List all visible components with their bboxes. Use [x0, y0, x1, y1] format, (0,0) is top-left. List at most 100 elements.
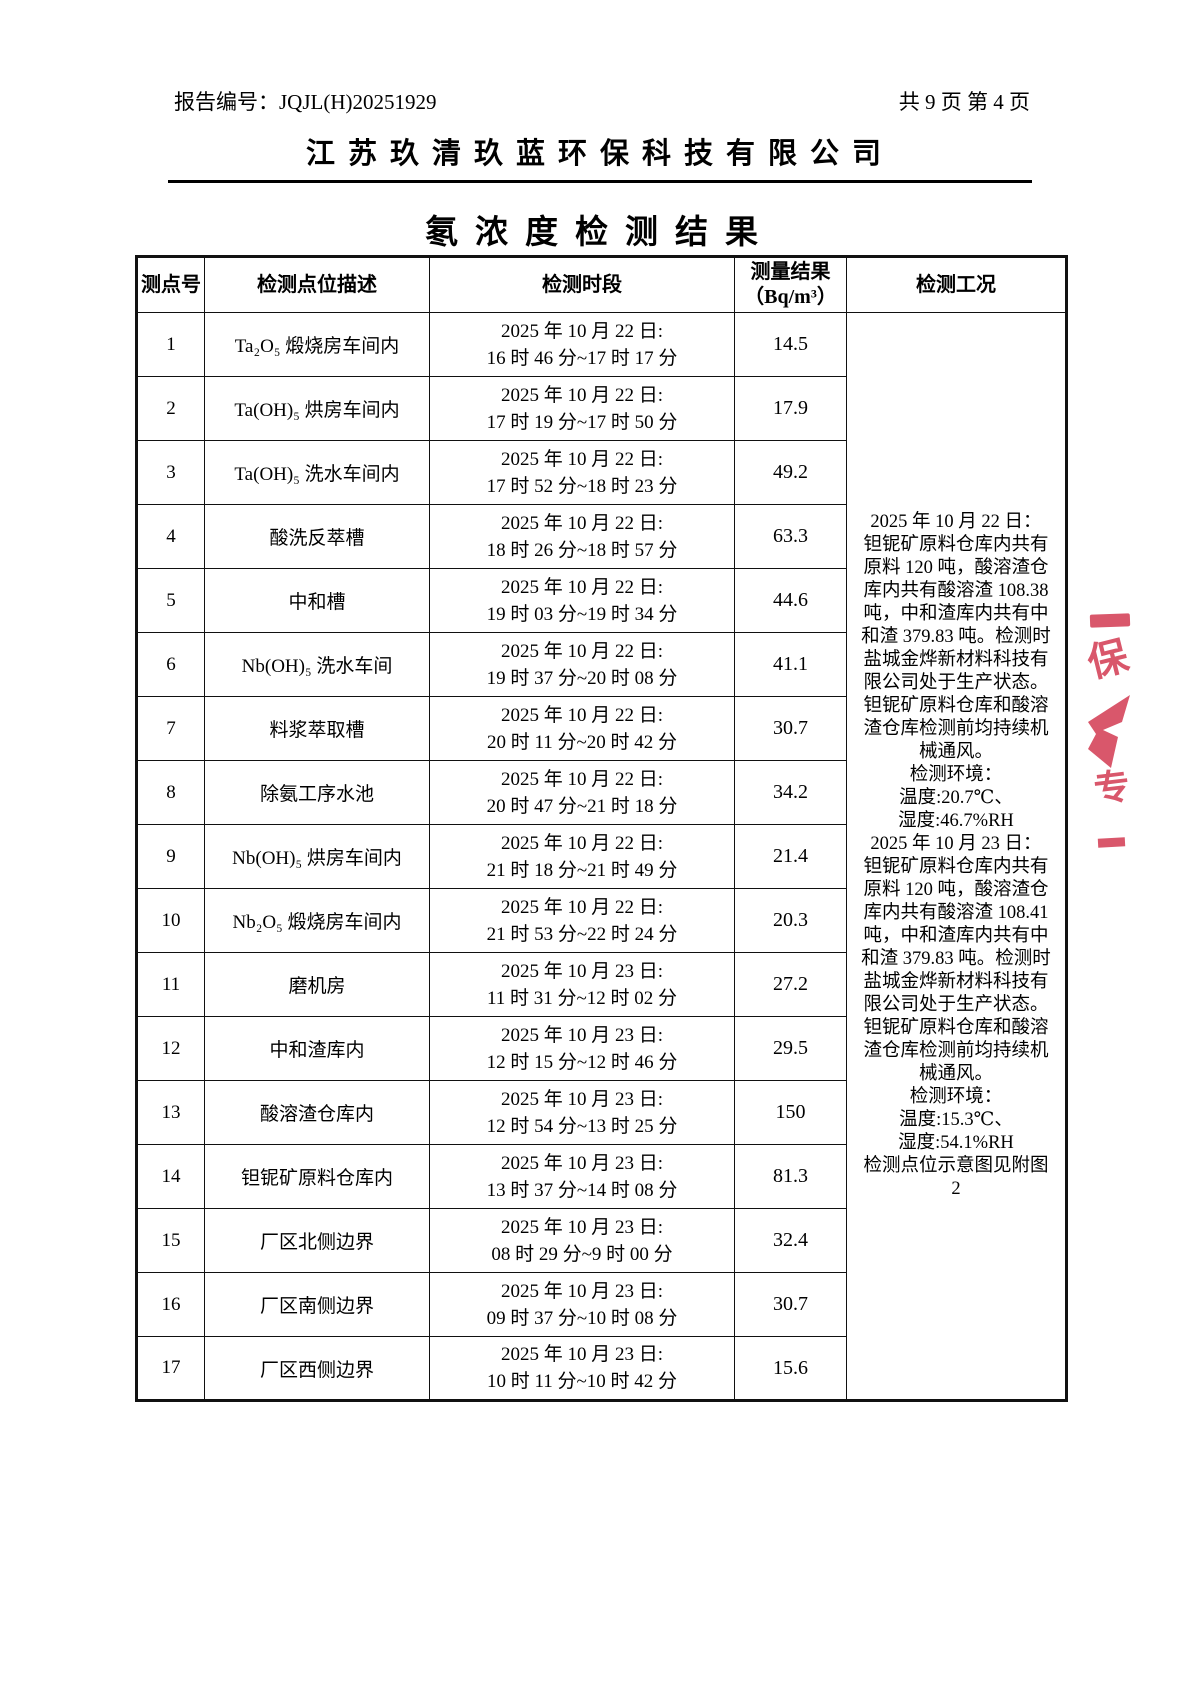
table-row: 3 Ta(OH)₅ 洗水车间内 2025 年 10 月 22 日: 17 时 5…	[136, 440, 1067, 505]
condition-line: 检测点位示意图见附图	[863, 1156, 1049, 1176]
condition-line: 2025 年 10 月 23 日：	[870, 834, 1042, 854]
period-time: 19 时 37 分~20 时 08 分	[486, 667, 678, 689]
condition-line: 盐城金烨新材料科技有	[863, 972, 1049, 992]
period-cell: 2025 年 10 月 22 日: 17 时 19 分~17 时 50 分	[429, 376, 735, 441]
period-time: 11 时 31 分~12 时 02 分	[486, 987, 678, 1009]
period-date: 2025 年 10 月 23 日:	[500, 1216, 664, 1238]
period-time: 18 时 26 分~18 时 57 分	[486, 539, 678, 561]
point-no-cell: 5	[136, 568, 205, 633]
period-cell: 2025 年 10 月 23 日: 10 时 11 分~10 时 42 分	[429, 1336, 735, 1401]
condition-line: 温度:15.3℃、	[899, 1110, 1013, 1130]
table-row: 5 中和槽 2025 年 10 月 22 日: 19 时 03 分~19 时 3…	[136, 568, 1067, 633]
period-time: 21 时 18 分~21 时 49 分	[486, 859, 678, 881]
period-cell: 2025 年 10 月 22 日: 19 时 03 分~19 时 34 分	[429, 568, 735, 633]
point-no-cell: 4	[136, 504, 205, 569]
condition-line: 钽铌矿原料仓库内共有	[863, 857, 1049, 877]
result-header-label: 测量结果	[750, 261, 831, 283]
page-indicator: 共 9 页 第 4 页	[898, 90, 1030, 114]
period-time: 17 时 52 分~18 时 23 分	[486, 475, 678, 497]
table-header-row: 测点号 检测点位描述 检测时段 测量结果 （Bq/m³） 检测工况	[136, 256, 1067, 313]
company-name: 江苏玖清玖蓝环保科技有限公司	[305, 138, 894, 170]
condition-line: 械通风。	[918, 1064, 993, 1084]
condition-line: 限公司处于生产状态。	[863, 673, 1049, 693]
point-no-cell: 11	[136, 952, 205, 1017]
seal-bar	[1089, 613, 1131, 628]
location-cell: 厂区南侧边界	[204, 1272, 430, 1337]
point-no-cell: 16	[136, 1272, 205, 1337]
page-meta-row: 报告编号：JQJL(H)20251929 共 9 页 第 4 页	[174, 86, 1030, 116]
condition-line: 温度:20.7℃、	[899, 788, 1013, 808]
result-cell: 14.5	[734, 312, 847, 377]
table-row: 12 中和渣库内 2025 年 10 月 23 日: 12 时 15 分~12 …	[136, 1016, 1067, 1081]
seal-star-fragment	[1088, 695, 1130, 768]
seal-dash	[1097, 837, 1126, 848]
location-cell: Nb(OH)₅ 烘房车间内	[204, 824, 430, 889]
point-no-cell: 14	[136, 1144, 205, 1209]
period-date: 2025 年 10 月 22 日:	[500, 512, 664, 534]
period-cell: 2025 年 10 月 22 日: 16 时 46 分~17 时 17 分	[429, 312, 735, 377]
result-cell: 63.3	[734, 504, 847, 569]
condition-line: 库内共有酸溶渣 108.41	[863, 903, 1049, 923]
period-date: 2025 年 10 月 23 日:	[500, 960, 664, 982]
condition-cell: 2025 年 10 月 22 日： 钽铌矿原料仓库内共有 原料 120 吨，酸溶渣仓…	[846, 312, 1067, 1401]
condition-line: 钽铌矿原料仓库和酸溶	[863, 696, 1049, 716]
table-row: 8 除氨工序水池 2025 年 10 月 22 日: 20 时 47 分~21 …	[136, 760, 1067, 825]
period-cell: 2025 年 10 月 22 日: 21 时 53 分~22 时 24 分	[429, 888, 735, 953]
period-cell: 2025 年 10 月 22 日: 18 时 26 分~18 时 57 分	[429, 504, 735, 569]
result-cell: 20.3	[734, 888, 847, 953]
period-time: 10 时 11 分~10 时 42 分	[486, 1371, 678, 1392]
point-no-cell: 7	[136, 696, 205, 761]
period-date: 2025 年 10 月 22 日:	[500, 640, 664, 662]
result-cell: 44.6	[734, 568, 847, 633]
period-cell: 2025 年 10 月 23 日: 11 时 31 分~12 时 02 分	[429, 952, 735, 1017]
point-no-cell: 12	[136, 1016, 205, 1081]
location-cell: 厂区北侧边界	[204, 1208, 430, 1273]
table-row: 11 磨机房 2025 年 10 月 23 日: 11 时 31 分~12 时 …	[136, 952, 1067, 1017]
period-date: 2025 年 10 月 22 日:	[500, 384, 664, 406]
period-time: 13 时 37 分~14 时 08 分	[486, 1179, 678, 1201]
point-no-cell: 17	[136, 1336, 205, 1401]
period-date: 2025 年 10 月 22 日:	[500, 448, 664, 470]
period-date: 2025 年 10 月 22 日:	[500, 896, 664, 918]
result-cell: 21.4	[734, 824, 847, 889]
condition-line: 检测环境：	[909, 1087, 1003, 1107]
result-cell: 49.2	[734, 440, 847, 505]
condition-line: 2025 年 10 月 22 日：	[870, 512, 1042, 532]
location-cell: Ta(OH)₅ 烘房车间内	[204, 376, 430, 441]
period-cell: 2025 年 10 月 23 日: 08 时 29 分~9 时 00 分	[429, 1208, 735, 1273]
table-row: 14 钽铌矿原料仓库内 2025 年 10 月 23 日: 13 时 37 分~…	[136, 1144, 1067, 1209]
location-cell: 除氨工序水池	[204, 760, 430, 825]
period-time: 16 时 46 分~17 时 17 分	[486, 347, 678, 369]
result-cell: 27.2	[734, 952, 847, 1017]
period-cell: 2025 年 10 月 22 日: 20 时 11 分~20 时 42 分	[429, 696, 735, 761]
point-no-cell: 1	[136, 312, 205, 377]
period-cell: 2025 年 10 月 22 日: 17 时 52 分~18 时 23 分	[429, 440, 735, 505]
table-row: 1 Ta₂O₅ 煅烧房车间内 2025 年 10 月 22 日: 16 时 46…	[136, 312, 1067, 1401]
report-number: 报告编号：JQJL(H)20251929	[174, 90, 437, 114]
condition-line: 湿度:54.1%RH	[898, 1133, 1014, 1153]
result-cell: 150	[734, 1080, 847, 1145]
table-row: 17 厂区西侧边界 2025 年 10 月 23 日: 10 时 11 分~10…	[136, 1336, 1067, 1401]
condition-line: 原料 120 吨，酸溶渣仓	[863, 558, 1049, 578]
period-date: 2025 年 10 月 22 日:	[500, 704, 664, 726]
location-cell: 中和渣库内	[204, 1016, 430, 1081]
header-rule	[168, 180, 1032, 183]
result-cell: 15.6	[734, 1336, 847, 1401]
period-time: 19 时 03 分~19 时 34 分	[486, 603, 678, 625]
period-cell: 2025 年 10 月 23 日: 12 时 54 分~13 时 25 分	[429, 1080, 735, 1145]
condition-line: 检测环境：	[909, 765, 1003, 785]
period-date: 2025 年 10 月 23 日:	[500, 1088, 664, 1110]
col-header-condition: 检测工况	[846, 256, 1067, 313]
period-cell: 2025 年 10 月 22 日: 20 时 47 分~21 时 18 分	[429, 760, 735, 825]
col-header-result: 测量结果 （Bq/m³）	[734, 256, 847, 313]
result-cell: 30.7	[734, 696, 847, 761]
condition-line: 和渣 379.83 吨。检测时	[861, 627, 1051, 647]
table-row: 2 Ta(OH)₅ 烘房车间内 2025 年 10 月 22 日: 17 时 1…	[136, 376, 1067, 441]
period-time: 21 时 53 分~22 时 24 分	[486, 923, 678, 945]
condition-line: 盐城金烨新材料科技有	[863, 650, 1049, 670]
result-cell: 34.2	[734, 760, 847, 825]
red-seal-fragment: 保 专	[1082, 598, 1152, 863]
result-cell: 30.7	[734, 1272, 847, 1337]
location-cell: Nb₂O₅ 煅烧房车间内	[204, 888, 430, 953]
